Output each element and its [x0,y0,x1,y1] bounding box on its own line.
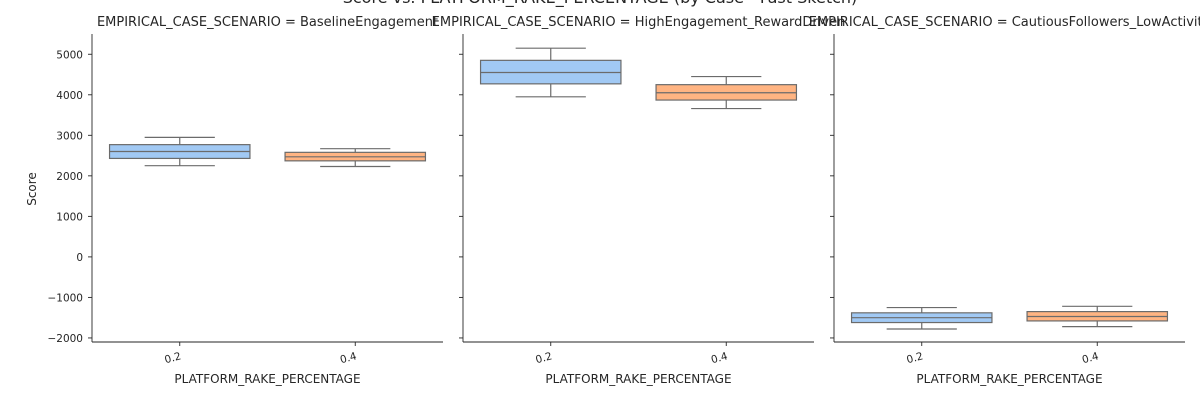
panel-title: EMPIRICAL_CASE_SCENARIO = BaselineEngage… [97,15,438,30]
x-tick-label: 0.2 [534,350,553,366]
x-tick-label: 0.2 [905,350,924,366]
y-tick-label: 3000 [56,130,83,142]
x-axis-label: PLATFORM_RAKE_PERCENTAGE [916,372,1102,386]
panel-2: EMPIRICAL_CASE_SCENARIO = HighEngagement… [432,15,846,386]
y-tick-label: −1000 [47,292,83,304]
box-0.4 [1026,305,1169,328]
box-0.2 [850,306,993,330]
panel-1: EMPIRICAL_CASE_SCENARIO = BaselineEngage… [47,15,443,386]
y-tick-label: 1000 [56,211,83,223]
y-tick-label: 4000 [56,90,83,102]
panel-title: EMPIRICAL_CASE_SCENARIO = CautiousFollow… [809,15,1200,30]
y-axis-label: Score [25,172,39,206]
panel-3: EMPIRICAL_CASE_SCENARIO = CautiousFollow… [809,15,1200,386]
box-0.4 [655,75,798,110]
chart-title: Score vs. PLATFORM_RAKE_PERCENTAGE (by C… [343,0,858,8]
y-tick-label: 5000 [56,49,83,61]
x-tick-label: 0.4 [1081,350,1101,366]
y-tick-label: −2000 [47,333,83,345]
x-tick-label: 0.2 [163,350,182,366]
panels: EMPIRICAL_CASE_SCENARIO = BaselineEngage… [47,15,1200,386]
panel-title: EMPIRICAL_CASE_SCENARIO = HighEngagement… [432,15,846,30]
box-0.4 [284,148,427,168]
y-tick-label: 0 [76,252,83,264]
x-axis-label: PLATFORM_RAKE_PERCENTAGE [545,372,731,386]
y-tick-label: 2000 [56,171,83,183]
box-0.2 [108,136,251,167]
box-0.2 [479,47,622,98]
x-axis-label: PLATFORM_RAKE_PERCENTAGE [174,372,360,386]
x-tick-label: 0.4 [710,350,730,366]
x-tick-label: 0.4 [339,350,359,366]
